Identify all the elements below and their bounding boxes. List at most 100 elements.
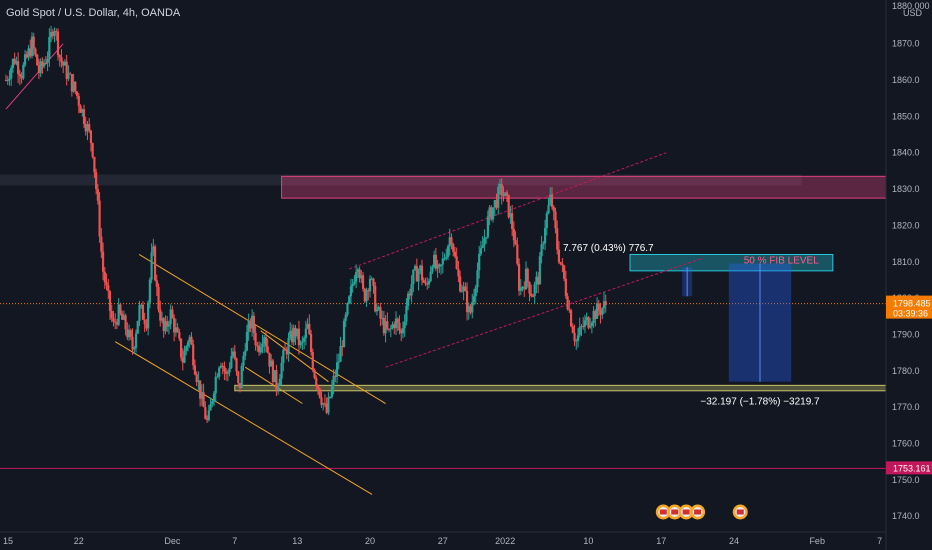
bar-countdown: 03:39:36 xyxy=(893,309,928,319)
candle-body xyxy=(398,322,401,331)
candle-body xyxy=(301,341,304,343)
candle-body xyxy=(332,375,335,387)
candle-body xyxy=(205,418,209,421)
candle-body xyxy=(490,207,493,220)
candle-body xyxy=(74,81,77,92)
candle-body xyxy=(112,318,115,322)
candle-body xyxy=(188,336,191,343)
trend-line xyxy=(114,341,373,495)
candle-body xyxy=(96,189,99,201)
candle-body xyxy=(474,287,477,297)
candle-body xyxy=(568,309,571,311)
candle-body xyxy=(524,268,528,290)
candle-body xyxy=(351,284,354,287)
trend-line xyxy=(385,257,703,368)
x-tick-label: Feb xyxy=(809,536,825,546)
candle-body xyxy=(330,386,333,397)
candle-body xyxy=(114,321,117,323)
candle-body xyxy=(585,317,588,321)
candle-body xyxy=(420,265,424,281)
candle-body xyxy=(157,286,160,310)
candle-body xyxy=(296,328,299,337)
candle-body xyxy=(419,265,422,272)
candle-body xyxy=(95,172,98,190)
candle-body xyxy=(287,338,290,355)
candle-body xyxy=(240,365,243,389)
candle-body xyxy=(531,296,535,298)
candle-body xyxy=(590,322,593,327)
candle-body xyxy=(259,347,262,353)
candle-body xyxy=(374,285,377,312)
x-tick-label: Dec xyxy=(164,536,181,546)
candle-body xyxy=(133,347,136,350)
chart-title: Gold Spot / U.S. Dollar, 4h, OANDA xyxy=(6,7,181,19)
candle-body xyxy=(249,321,252,329)
candle-body xyxy=(214,376,217,394)
candle-body xyxy=(469,306,472,313)
y-tick-label: 1830.0 xyxy=(892,184,920,194)
candle-body xyxy=(439,264,443,267)
candle-body xyxy=(13,58,16,64)
candle-body xyxy=(407,293,410,306)
candle-body xyxy=(257,345,261,353)
trend-line xyxy=(260,330,329,383)
candle-body xyxy=(517,263,521,291)
candle-body xyxy=(387,328,391,330)
candle-body xyxy=(181,357,184,363)
candle-body xyxy=(51,31,54,36)
candle-body xyxy=(453,251,457,257)
candle-body xyxy=(462,286,465,292)
candle-body xyxy=(136,320,139,334)
y-tick-label: 1840.0 xyxy=(892,148,920,158)
candle-body xyxy=(370,278,373,280)
candle-body xyxy=(526,268,529,282)
candle-body xyxy=(308,323,311,335)
candle-body xyxy=(292,327,295,343)
candle-body xyxy=(231,351,235,357)
candle-body xyxy=(335,362,339,377)
currency-label: USD xyxy=(903,8,923,18)
candle-body xyxy=(540,244,543,257)
candle-body xyxy=(127,330,131,338)
candle-body xyxy=(185,346,188,351)
event-flag-icon xyxy=(678,504,694,520)
candle-body xyxy=(329,396,332,398)
candle-body xyxy=(578,326,581,336)
trend-line xyxy=(138,254,386,404)
candle-body xyxy=(377,307,380,310)
candle-body xyxy=(216,376,219,378)
candle-body xyxy=(353,281,356,285)
candle-body xyxy=(537,276,540,285)
candle-body xyxy=(533,284,536,297)
candle-body xyxy=(129,330,132,337)
candle-body xyxy=(313,369,316,378)
candle-body xyxy=(583,320,587,327)
candle-body xyxy=(48,36,51,59)
candle-body xyxy=(115,322,119,325)
candle-body xyxy=(121,313,124,320)
x-tick-label: 27 xyxy=(438,536,448,546)
candle-body xyxy=(15,61,18,64)
candle-body xyxy=(6,80,9,82)
candle-body xyxy=(405,305,408,322)
candle-body xyxy=(315,377,318,386)
candle-body xyxy=(270,360,273,367)
candle-body xyxy=(476,270,479,288)
candle-body xyxy=(509,213,512,218)
candle-body xyxy=(197,380,200,382)
y-tick-label: 1850.0 xyxy=(892,111,920,121)
candle-body xyxy=(554,211,557,229)
x-tick-label: 24 xyxy=(729,536,739,546)
candle-body xyxy=(119,304,122,314)
measure-up-label: 7.767 (0.43%) 776.7 xyxy=(563,243,654,254)
candle-body xyxy=(528,281,531,294)
candle-body xyxy=(408,293,411,296)
candle-body xyxy=(32,36,35,49)
candle-body xyxy=(459,276,462,292)
candle-body xyxy=(485,237,488,239)
candle-body xyxy=(443,258,446,260)
candle-body xyxy=(117,304,120,325)
candle-body xyxy=(89,130,93,144)
